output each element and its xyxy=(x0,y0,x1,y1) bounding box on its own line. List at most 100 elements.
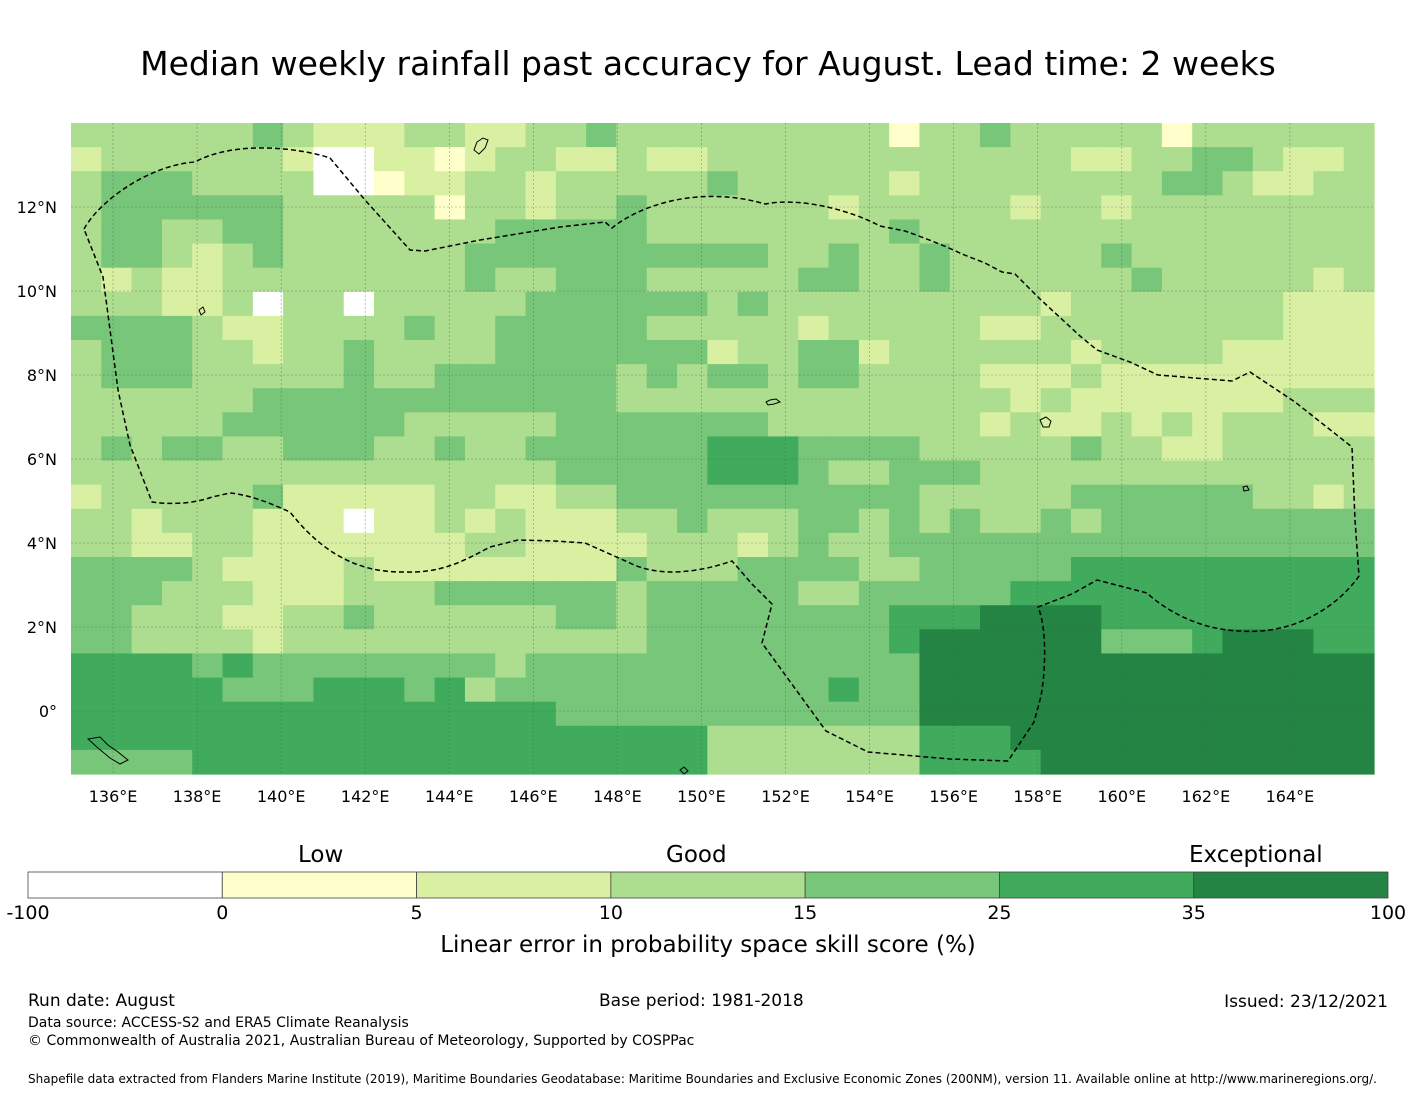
grid-cell xyxy=(222,171,254,196)
grid-cell xyxy=(101,436,133,462)
grid-cell xyxy=(798,147,830,172)
grid-cell xyxy=(343,147,375,172)
grid-cell xyxy=(464,315,496,341)
grid-cell xyxy=(949,557,981,582)
grid-cell xyxy=(1040,412,1072,438)
grid-cell xyxy=(131,147,163,172)
grid-cell xyxy=(980,508,1011,534)
grid-cell xyxy=(949,364,981,389)
grid-cell xyxy=(1101,629,1133,655)
grid-cell xyxy=(616,364,648,389)
grid-cell xyxy=(101,653,133,679)
grid-cell xyxy=(71,701,102,727)
grid-cell xyxy=(101,412,133,438)
grid-cell xyxy=(737,243,769,269)
grid-cell xyxy=(161,195,193,221)
grid-cell xyxy=(525,364,557,389)
grid-cell xyxy=(1161,677,1193,703)
grid-cell xyxy=(343,412,375,438)
run-date: Run date: August xyxy=(28,991,175,1011)
grid-cell xyxy=(677,291,708,317)
grid-cell xyxy=(495,195,527,221)
longitude-tick-label: 138°E xyxy=(173,787,222,806)
grid-cell xyxy=(525,412,557,438)
grid-cell xyxy=(798,532,830,558)
grid-cell xyxy=(1101,147,1133,172)
grid-cell xyxy=(828,629,860,655)
grid-cell xyxy=(889,436,921,462)
grid-cell xyxy=(616,605,648,630)
grid-cell xyxy=(1313,581,1345,606)
grid-cell xyxy=(525,677,557,703)
grid-cell xyxy=(707,629,739,655)
grid-cell xyxy=(1131,677,1163,703)
grid-cell xyxy=(1101,340,1133,365)
grid-cell xyxy=(555,460,587,486)
grid-cell xyxy=(495,508,527,534)
grid-cell xyxy=(404,315,436,341)
grid-cell xyxy=(101,315,133,341)
grid-cell xyxy=(798,460,830,486)
grid-cell xyxy=(1252,412,1284,438)
grid-cell xyxy=(1283,195,1314,221)
grid-cell xyxy=(1070,340,1102,365)
grid-cell xyxy=(434,388,466,413)
grid-cell xyxy=(1192,412,1224,438)
grid-cell xyxy=(949,267,981,293)
grid-cell xyxy=(586,291,618,317)
grid-cell xyxy=(1070,315,1102,341)
grid-cell xyxy=(374,484,405,510)
grid-cell xyxy=(131,388,163,413)
grid-cell xyxy=(525,581,557,606)
shapefile-credit: Shapefile data extracted from Flanders M… xyxy=(28,1072,1377,1086)
grid-cell xyxy=(586,749,618,775)
grid-cell xyxy=(1161,532,1193,558)
grid-cell xyxy=(1283,725,1314,751)
grid-cell xyxy=(222,340,254,365)
grid-cell xyxy=(1313,195,1345,221)
grid-cell xyxy=(161,291,193,317)
grid-cell xyxy=(616,508,648,534)
grid-cell xyxy=(222,436,254,462)
grid-cell xyxy=(677,532,708,558)
grid-cell xyxy=(1283,388,1314,413)
grid-cell xyxy=(616,532,648,558)
longitude-tick-labels: 136°E 138°E 140°E 142°E 144°E 146°E 148°E 150°E… xyxy=(89,787,1315,806)
grid-cell xyxy=(343,484,375,510)
grid-cell xyxy=(586,701,618,727)
grid-cell xyxy=(525,605,557,630)
grid-cell xyxy=(1101,532,1133,558)
chuuk-coastline xyxy=(765,398,782,406)
grid-cell xyxy=(313,629,345,655)
grid-cell xyxy=(980,677,1011,703)
grid-cell xyxy=(980,581,1011,606)
grid-cell xyxy=(1222,267,1254,293)
grid-cell xyxy=(980,701,1011,727)
grid-cell xyxy=(131,605,163,630)
grid-cell xyxy=(737,484,769,510)
grid-cell xyxy=(586,484,618,510)
grid-cell xyxy=(1040,653,1072,679)
grid-cell xyxy=(798,412,830,438)
grid-cell xyxy=(1252,147,1284,172)
grid-cell xyxy=(313,557,345,582)
grid-cell xyxy=(828,171,860,196)
grid-cell xyxy=(677,653,708,679)
grid-cell xyxy=(283,388,315,413)
grid-cell xyxy=(919,484,951,510)
grid-cell xyxy=(919,291,951,317)
grid-cell xyxy=(1192,460,1224,486)
grid-cell xyxy=(404,436,436,462)
grid-cell xyxy=(767,147,799,172)
grid-cell xyxy=(1222,219,1254,245)
grid-cell xyxy=(131,219,163,245)
grid-cell xyxy=(919,436,951,462)
grid-cell xyxy=(1131,484,1163,510)
grid-cell xyxy=(434,629,466,655)
grid-cell xyxy=(1192,267,1224,293)
grid-cell xyxy=(464,340,496,365)
grid-cell xyxy=(919,557,951,582)
grid-cell xyxy=(464,653,496,679)
grid-cell xyxy=(616,436,648,462)
grid-cell xyxy=(1313,340,1345,365)
